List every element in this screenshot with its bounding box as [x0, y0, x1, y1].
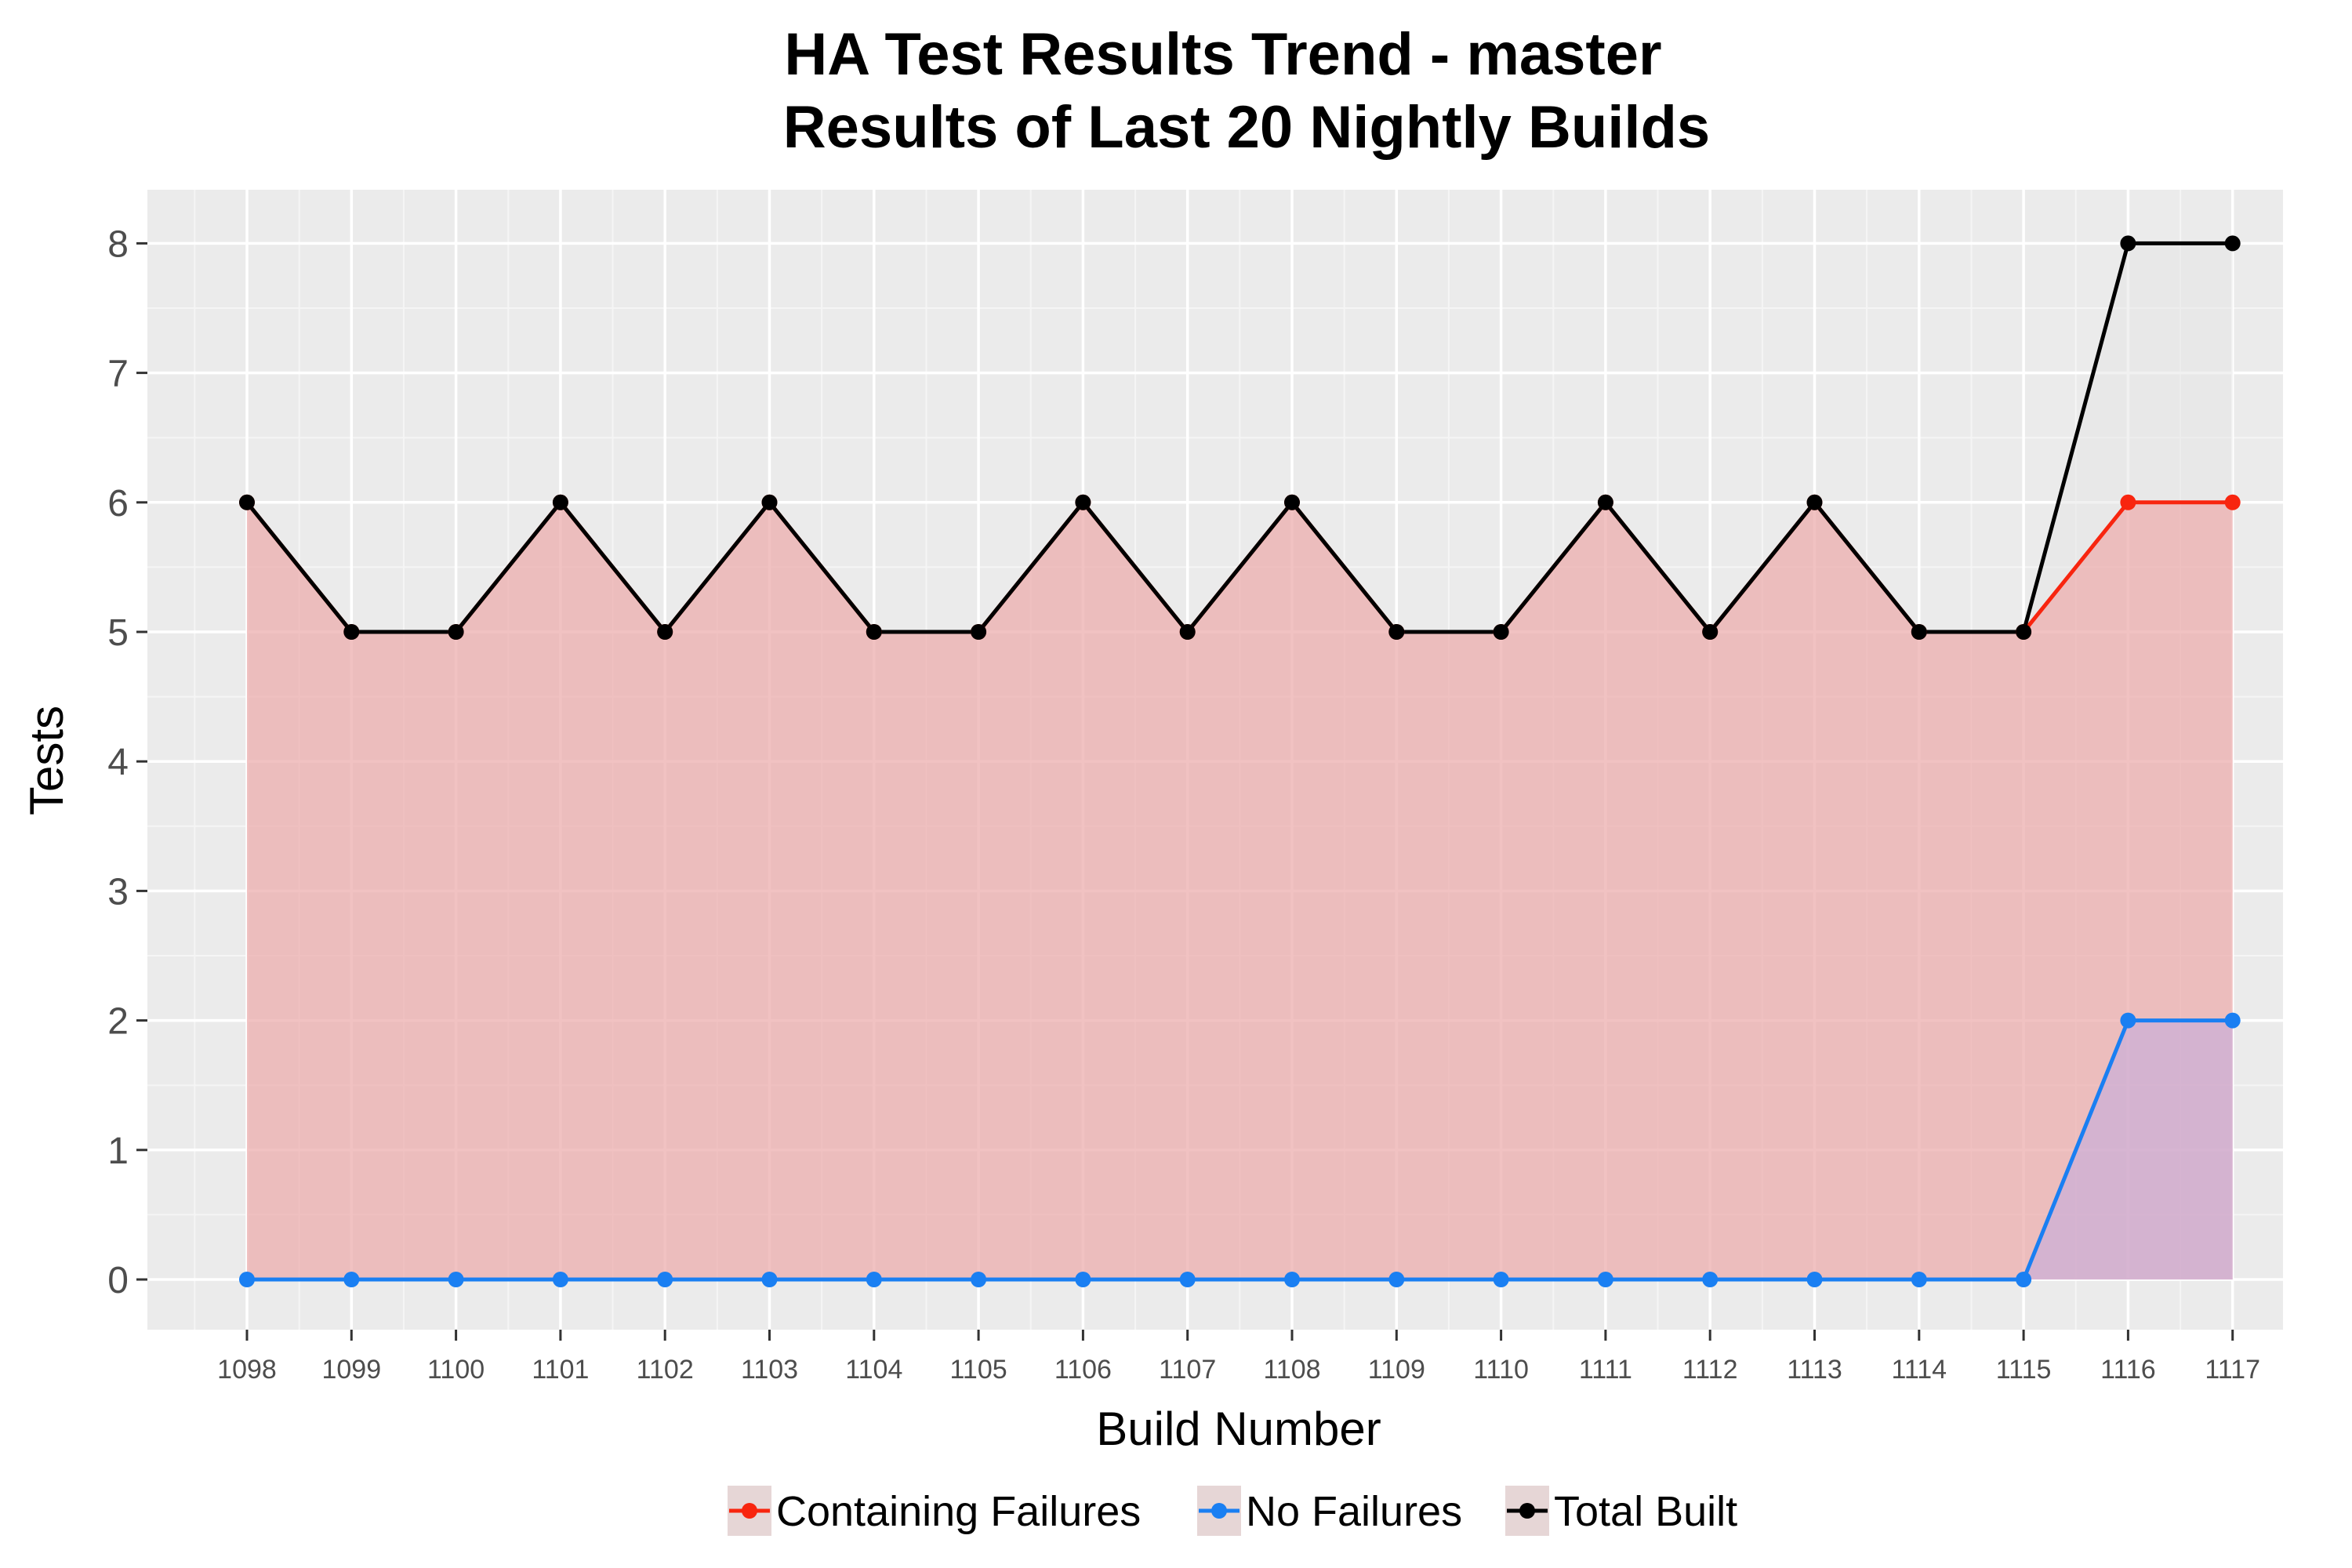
point-no-failures-1107: [1179, 1272, 1196, 1287]
point-total-built-1116: [2120, 235, 2136, 252]
line-no-failures: [247, 1018, 2233, 1282]
point-total-built-1107: [1179, 624, 1196, 640]
x-tick-label: 1115: [1996, 1355, 2052, 1385]
area-containing-failures: [247, 502, 2233, 1279]
point-no-failures-1098: [239, 1272, 255, 1287]
x-tick-label: 1116: [2100, 1355, 2156, 1385]
y-axis-label: Tests: [20, 706, 73, 815]
point-total-built-1104: [866, 624, 882, 640]
x-tick-label: 1105: [950, 1355, 1007, 1385]
point-total-built-1102: [657, 624, 673, 640]
point-total-built-1111: [1597, 494, 1613, 510]
area-total-built: [247, 243, 2233, 1279]
point-no-failures-1110: [1493, 1272, 1509, 1287]
y-tick-label: 4: [107, 742, 129, 783]
point-no-failures-1108: [1284, 1272, 1300, 1287]
legend-key-point: [1519, 1503, 1535, 1519]
point-no-failures-1117: [2224, 1012, 2241, 1029]
series-points: [239, 235, 2241, 1287]
y-tick-label: 8: [107, 223, 129, 265]
point-no-failures-1104: [866, 1272, 882, 1287]
x-tick-label: 1104: [845, 1355, 902, 1385]
point-total-built-1106: [1075, 494, 1091, 510]
point-total-built-1109: [1388, 624, 1405, 640]
legend-label: Containing Failures: [776, 1488, 1141, 1535]
point-no-failures-1103: [761, 1272, 778, 1287]
y-tick-label: 6: [107, 483, 129, 524]
point-containing-failures-1117: [2224, 494, 2241, 510]
y-tick-label: 2: [107, 1001, 129, 1043]
point-no-failures-1099: [343, 1272, 360, 1287]
x-tick-label: 1106: [1054, 1355, 1112, 1385]
point-total-built-1101: [552, 494, 568, 510]
y-tick-label: 0: [107, 1260, 129, 1301]
point-no-failures-1109: [1388, 1272, 1405, 1287]
point-total-built-1113: [1806, 494, 1823, 510]
legend-key-point: [1211, 1503, 1227, 1519]
point-no-failures-1116: [2120, 1012, 2136, 1029]
x-tick-label: 1108: [1263, 1355, 1320, 1385]
x-tick-label: 1117: [2205, 1355, 2260, 1385]
x-tick-label: 1113: [1787, 1355, 1842, 1385]
point-total-built-1100: [448, 624, 464, 640]
point-no-failures-1105: [971, 1272, 987, 1287]
point-total-built-1099: [343, 624, 360, 640]
x-tick-label: 1109: [1368, 1355, 1425, 1385]
point-no-failures-1113: [1806, 1272, 1823, 1287]
x-tick-label: 1107: [1159, 1355, 1216, 1385]
x-axis-ticks: 1098 1099 1100 1101 1102 1103 1104 1105 1106 1107…: [217, 1330, 2260, 1385]
y-tick-label: 5: [107, 612, 129, 654]
point-total-built-1117: [2224, 235, 2241, 252]
point-total-built-1098: [239, 494, 255, 510]
point-no-failures-1102: [657, 1272, 673, 1287]
point-no-failures-1100: [448, 1272, 464, 1287]
chart-title-line-2: Results of Last 20 Nightly Builds: [783, 94, 1710, 161]
y-tick-label: 1: [107, 1131, 129, 1172]
series-areas: [247, 243, 2233, 1279]
x-tick-label: 1112: [1682, 1355, 1738, 1385]
legend-key-point: [742, 1503, 757, 1519]
point-no-failures-1112: [1702, 1272, 1719, 1287]
point-no-failures-1115: [2016, 1272, 2032, 1287]
legend-label: Total Built: [1554, 1488, 1737, 1535]
point-no-failures-1111: [1597, 1272, 1613, 1287]
point-containing-failures-1116: [2120, 494, 2136, 510]
point-no-failures-1101: [552, 1272, 568, 1287]
y-tick-label: 7: [107, 354, 129, 395]
point-total-built-1108: [1284, 494, 1300, 510]
point-total-built-1110: [1493, 624, 1509, 640]
x-tick-label: 1111: [1579, 1355, 1632, 1385]
y-tick-label: 3: [107, 871, 129, 913]
x-axis-label: Build Number: [1096, 1403, 1381, 1455]
x-tick-label: 1099: [321, 1355, 381, 1385]
legend-label: No Failures: [1246, 1488, 1462, 1535]
x-tick-label: 1098: [217, 1355, 277, 1385]
point-total-built-1103: [761, 494, 778, 510]
x-tick-label: 1102: [637, 1355, 694, 1385]
x-tick-label: 1101: [532, 1355, 589, 1385]
y-axis-ticks: 0 1 2 3 4 5 6 7 8: [107, 223, 147, 1301]
point-total-built-1112: [1702, 624, 1719, 640]
x-tick-label: 1114: [1892, 1355, 1947, 1385]
series-lines: [245, 241, 2233, 1282]
point-total-built-1114: [1911, 624, 1927, 640]
x-tick-label: 1100: [427, 1355, 485, 1385]
point-no-failures-1106: [1075, 1272, 1091, 1287]
point-total-built-1105: [971, 624, 987, 640]
legend: Containing Failures No Failures Total Buil…: [728, 1486, 1737, 1536]
point-total-built-1115: [2016, 624, 2032, 640]
x-tick-label: 1110: [1473, 1355, 1529, 1385]
line-total-built: [245, 241, 2233, 634]
chart-title-line-1: HA Test Results Trend - master: [784, 21, 1661, 88]
x-tick-label: 1103: [741, 1355, 798, 1385]
point-no-failures-1114: [1911, 1272, 1927, 1287]
